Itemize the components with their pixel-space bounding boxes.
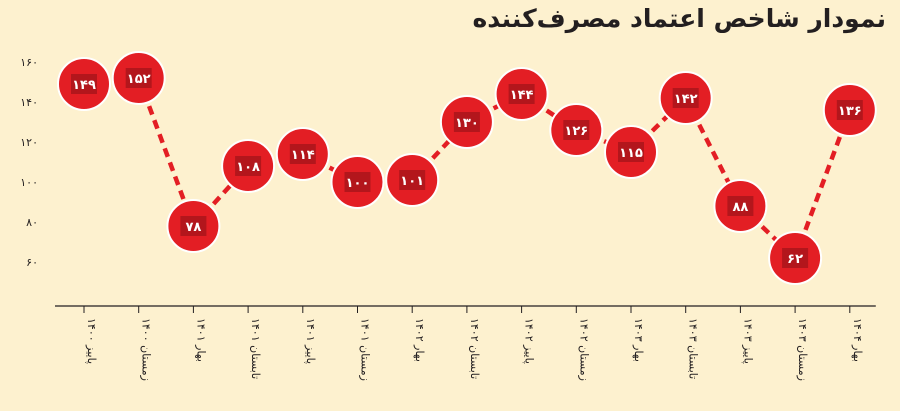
data-label: ۱۰۱ [400,174,424,189]
x-tick-label: ۱۴۰۴ بهار [851,318,864,362]
series-segment [520,92,578,132]
data-label-box [289,144,316,164]
data-label: ۱۴۹ [72,78,96,93]
x-tick-label: ۱۴۰۲ بهار [413,318,426,362]
data-label-box [125,68,152,88]
x-tick-label: ۱۴۰۳ پاییز [741,318,754,364]
data-label-box [71,74,97,94]
data-label-box [508,84,535,104]
data-label: ۷۸ [185,220,201,235]
data-label-box [836,100,863,120]
data-label: ۱۰۸ [236,160,260,175]
data-label-box [235,156,262,176]
data-label-box [563,120,590,140]
x-tick-label: ۱۴۰۳ تابستان [687,318,700,379]
data-label: ۱۱۵ [619,146,643,161]
y-tick-label: ۱۲۰ [20,136,38,149]
x-tick-label: ۱۴۰۰ پاییز [85,318,98,364]
series-segment [792,109,852,259]
data-label: ۶۲ [787,252,803,267]
data-label: ۱۴۲ [674,92,698,107]
data-label: ۸۸ [732,200,748,215]
data-label: ۱۳۰ [455,116,479,131]
series-segment [136,77,196,227]
data-label: ۱۴۴ [510,88,534,103]
x-tick-label: ۱۴۰۱ تابستان [249,318,262,379]
data-label-box [180,216,207,236]
data-label: ۱۱۴ [291,148,315,163]
x-tick-label: ۱۴۰۱ زمستان [359,318,372,381]
chart-title: نمودار شاخص اعتماد مصرف‌کننده [472,4,886,33]
x-tick-label: ۱۴۰۱ پاییز [304,318,317,364]
data-label-box [782,248,809,268]
x-tick-label: ۱۴۰۲ زمستان [577,318,590,381]
y-tick-label: ۶۰ [26,256,38,269]
x-tick-label: ۱۴۰۱ بهار [194,318,207,362]
data-label: ۱۲۶ [564,124,588,139]
data-label-box [727,196,754,216]
data-label-box [453,112,480,132]
data-label-box [672,88,699,108]
data-label-box [618,142,644,162]
data-label-box [399,170,426,190]
x-tick-label: ۱۴۰۳ بهار [632,318,645,362]
y-tick-label: ۱۴۰ [20,96,38,109]
y-tick-label: ۱۰۰ [20,176,38,189]
data-label: ۱۰۰ [346,176,370,191]
x-tick-label: ۱۴۰۲ تابستان [468,318,481,379]
x-tick-label: ۱۴۰۳ زمستان [796,318,809,381]
y-tick-label: ۱۶۰ [20,56,38,69]
data-label: ۱۳۶ [838,104,862,119]
y-tick-label: ۸۰ [26,216,38,229]
data-label-box [344,172,371,192]
x-tick-label: ۱۴۰۲ پاییز [523,318,536,364]
x-tick-label: ۱۴۰۰ زمستان [140,318,153,381]
data-label: ۱۵۲ [127,72,151,87]
